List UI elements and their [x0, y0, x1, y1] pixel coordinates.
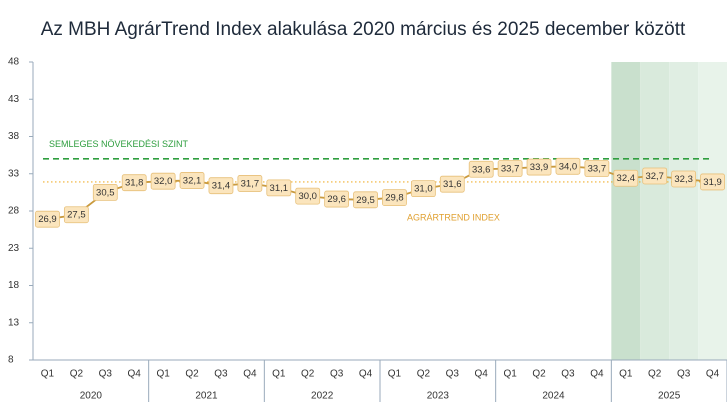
- value-label: 30,5: [96, 187, 115, 198]
- x-tick-label: Q4: [243, 369, 257, 380]
- x-tick-label: Q2: [532, 369, 546, 380]
- chart-title: Az MBH AgrárTrend Index alakulása 2020 m…: [41, 19, 686, 40]
- group-label: 2021: [195, 391, 218, 402]
- value-label: 32,7: [645, 171, 664, 182]
- value-box: [295, 187, 321, 205]
- period-shading: [640, 62, 670, 360]
- y-tick-label: 38: [8, 131, 20, 142]
- value-label: 29,5: [356, 195, 375, 206]
- value-box: [584, 160, 610, 177]
- value-box: [410, 180, 436, 198]
- period-shading: [611, 62, 641, 360]
- period-shading: [698, 62, 727, 360]
- value-label: 32,0: [154, 176, 173, 187]
- value-label: 31,6: [443, 179, 462, 190]
- x-tick-label: Q1: [619, 369, 633, 380]
- group-label: 2025: [658, 391, 681, 402]
- x-tick-label: Q1: [503, 369, 517, 380]
- x-tick-label: Q3: [99, 369, 113, 380]
- x-tick-label: Q2: [185, 369, 199, 380]
- x-tick-label: Q3: [677, 369, 691, 380]
- value-box: [63, 206, 89, 224]
- y-tick-label: 18: [8, 280, 20, 291]
- period-shading: [669, 62, 699, 360]
- x-tick-label: Q2: [70, 369, 84, 380]
- value-label: 32,1: [183, 175, 202, 186]
- value-box: [35, 210, 60, 228]
- x-tick-label: Q3: [214, 369, 228, 380]
- value-label: 34,0: [559, 161, 578, 172]
- value-box: [382, 189, 407, 206]
- value-label: 31,4: [212, 181, 231, 192]
- y-tick-label: 8: [8, 355, 14, 366]
- value-box: [497, 160, 523, 177]
- x-tick-label: Q4: [128, 369, 142, 380]
- value-box: [92, 183, 118, 201]
- value-box: [353, 191, 378, 209]
- value-label: 30,0: [298, 191, 317, 202]
- value-label: 32,3: [674, 174, 693, 185]
- value-box: [179, 172, 205, 189]
- value-label: 27,5: [67, 210, 86, 221]
- group-label: 2023: [427, 391, 450, 402]
- x-tick-label: Q2: [648, 369, 662, 380]
- x-tick-label: Q1: [156, 369, 170, 380]
- value-box: [266, 179, 292, 197]
- x-tick-label: Q4: [359, 369, 373, 380]
- x-tick-label: Q2: [301, 369, 315, 380]
- group-label: 2020: [80, 391, 103, 402]
- value-box: [150, 172, 176, 190]
- x-tick-label: Q3: [446, 369, 460, 380]
- value-box: [642, 167, 668, 185]
- value-label: 31,1: [270, 183, 289, 194]
- value-label: 29,6: [327, 194, 346, 205]
- value-box: [237, 175, 263, 192]
- value-label: 33,7: [588, 164, 607, 175]
- y-tick-label: 48: [8, 57, 20, 68]
- value-label: 33,9: [530, 162, 549, 173]
- x-tick-label: Q1: [272, 369, 286, 380]
- value-label: 31,7: [241, 178, 260, 189]
- value-label: 31,0: [414, 184, 433, 195]
- value-label: 26,9: [38, 214, 57, 225]
- value-box: [208, 177, 234, 195]
- y-tick-label: 43: [8, 94, 20, 105]
- x-tick-label: Q4: [475, 369, 489, 380]
- value-box: [324, 190, 350, 208]
- value-box: [468, 160, 494, 178]
- x-tick-label: Q2: [417, 369, 431, 380]
- x-tick-label: Q1: [388, 369, 402, 380]
- x-tick-label: Q3: [561, 369, 575, 380]
- value-box: [700, 173, 725, 191]
- value-label: 32,4: [617, 173, 636, 184]
- value-label: 33,7: [501, 164, 520, 175]
- value-label: 29,8: [385, 193, 404, 204]
- y-tick-label: 13: [8, 317, 20, 328]
- group-label: 2022: [311, 391, 334, 402]
- y-tick-label: 23: [8, 243, 20, 254]
- x-tick-label: Q4: [706, 369, 720, 380]
- y-tick-label: 28: [8, 206, 20, 217]
- reference-label: SEMLEGES NÖVEKEDÉSI SZINT: [49, 139, 189, 149]
- value-label: 31,8: [125, 178, 144, 189]
- x-tick-label: Q3: [330, 369, 344, 380]
- y-tick-label: 33: [8, 168, 20, 179]
- x-tick-label: Q4: [590, 369, 604, 380]
- group-label: 2024: [542, 391, 565, 402]
- value-box: [439, 175, 465, 193]
- value-label: 31,9: [703, 177, 722, 188]
- x-tick-label: Q1: [41, 369, 55, 380]
- value-box: [555, 157, 581, 175]
- value-box: [121, 174, 147, 192]
- value-box: [613, 169, 639, 187]
- value-box: [671, 170, 697, 188]
- value-label: 33,6: [472, 164, 491, 175]
- series-label: AGRÁRTREND INDEX: [407, 212, 500, 222]
- value-box: [526, 158, 552, 176]
